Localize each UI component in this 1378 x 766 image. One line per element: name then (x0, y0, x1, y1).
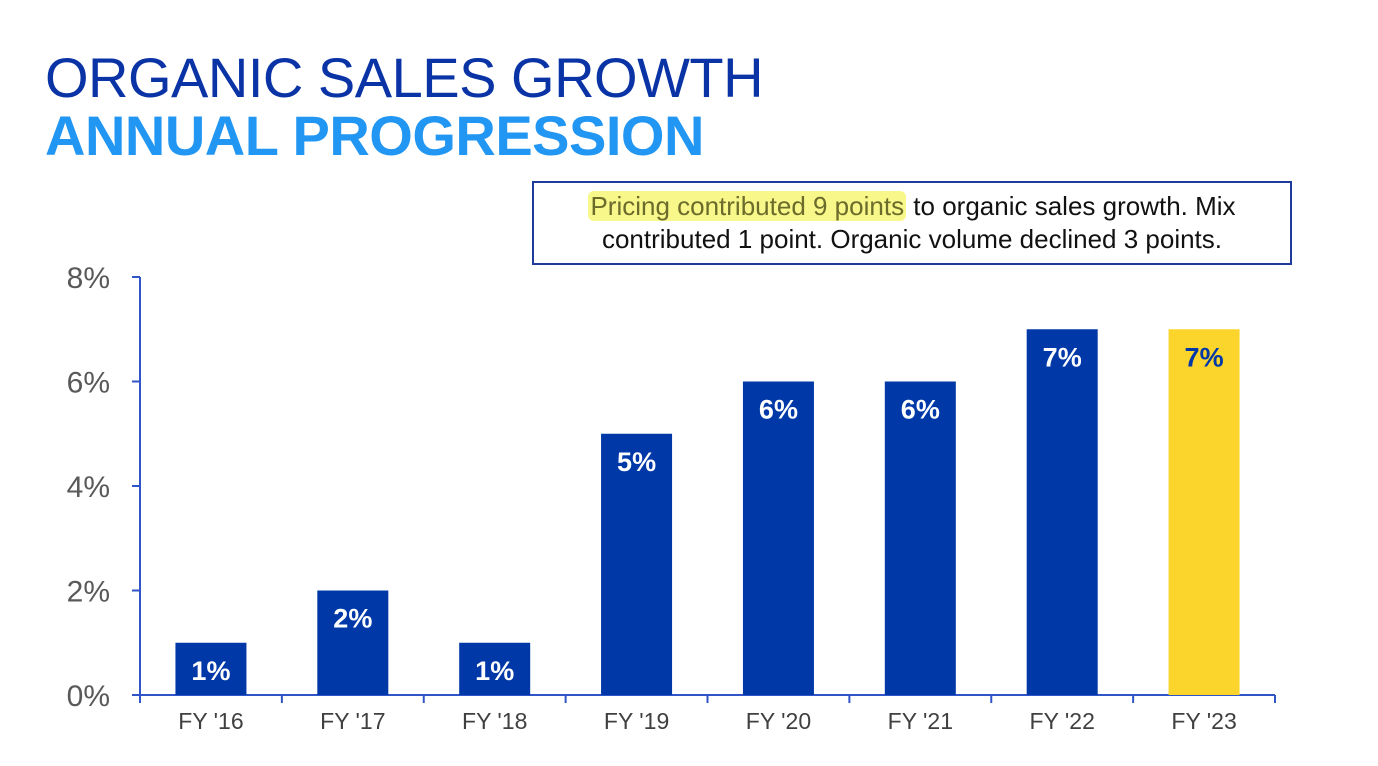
data-label: 5% (617, 447, 656, 477)
bar (317, 590, 389, 695)
callout-line-1-rest: to organic sales growth. Mix (913, 191, 1236, 221)
data-label: 1% (191, 656, 230, 686)
data-label: 6% (901, 395, 940, 425)
data-label: 6% (759, 395, 798, 425)
bar (601, 433, 673, 695)
y-tick-label: 4% (67, 471, 110, 504)
x-tick-label: FY '18 (462, 708, 527, 734)
x-tick-label: FY '23 (1171, 708, 1236, 734)
bar (1026, 329, 1098, 695)
y-tick-label: 8% (67, 262, 110, 295)
bar (175, 642, 247, 695)
callout-line-2: contributed 1 point. Organic volume decl… (601, 224, 1223, 254)
bar (459, 642, 531, 695)
y-tick-label: 2% (67, 576, 110, 609)
y-tick-label: 6% (67, 367, 110, 400)
bar (884, 381, 956, 695)
bar (742, 381, 814, 695)
callout-line-1: Pricing contributed 9 points to organic … (588, 190, 1236, 223)
data-label: 7% (1043, 342, 1082, 372)
data-label: 1% (475, 656, 514, 686)
x-tick-label: FY '22 (1030, 708, 1095, 734)
data-label: 2% (333, 604, 372, 634)
x-tick-label: FY '16 (178, 708, 243, 734)
x-tick-label: FY '19 (604, 708, 669, 734)
callout-highlight: Pricing contributed 9 points (588, 191, 907, 221)
bar (1168, 329, 1240, 695)
chart-title: ORGANIC SALES GROWTH (45, 46, 764, 109)
chart-subtitle: ANNUAL PROGRESSION (45, 104, 704, 167)
callout-box: Pricing contributed 9 points to organic … (532, 181, 1292, 265)
x-tick-label: FY '20 (746, 708, 811, 734)
y-tick-label: 0% (67, 680, 110, 713)
data-label: 7% (1185, 342, 1224, 372)
x-tick-label: FY '21 (888, 708, 953, 734)
x-tick-label: FY '17 (320, 708, 385, 734)
